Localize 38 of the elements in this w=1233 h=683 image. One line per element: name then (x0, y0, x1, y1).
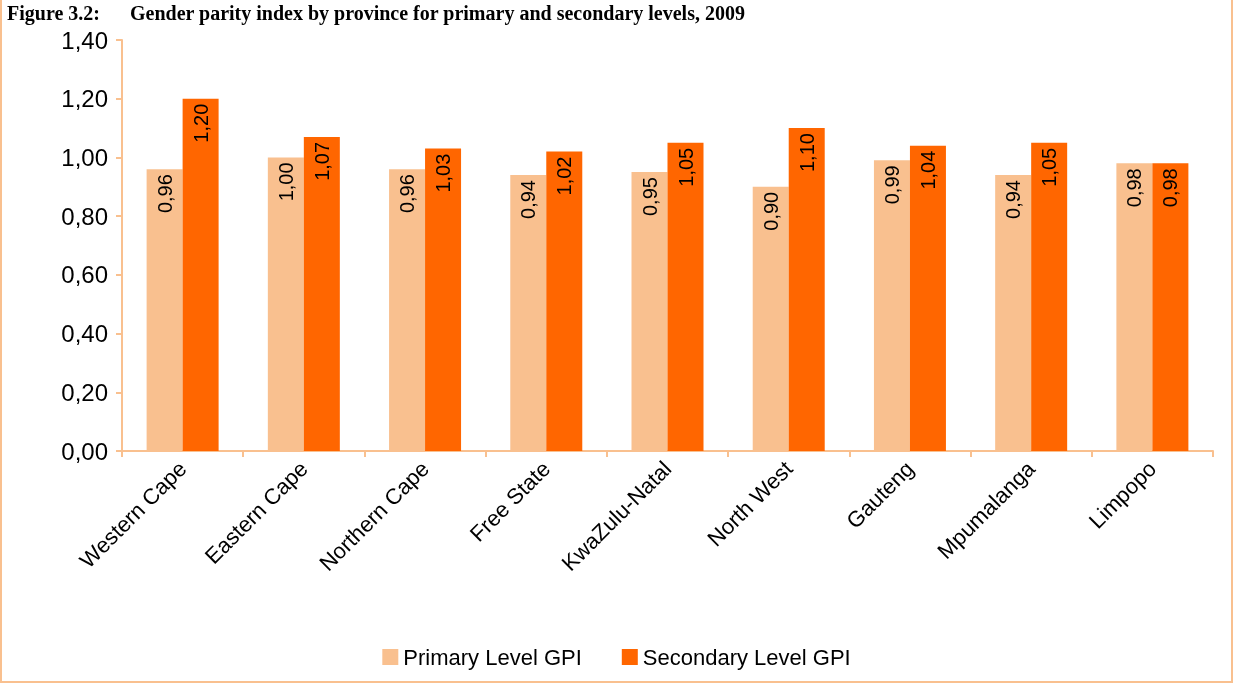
bar (1152, 163, 1189, 451)
legend-label: Secondary Level GPI (642, 644, 851, 670)
bar (303, 136, 340, 451)
data-label: 0,96 (153, 174, 176, 214)
data-label: 1,03 (432, 153, 455, 193)
bar (788, 128, 825, 451)
y-tick-label: 0,20 (61, 378, 108, 406)
data-label: 0,99 (880, 165, 903, 205)
y-tick-label: 1,20 (61, 85, 108, 113)
legend-label: Primary Level GPI (403, 644, 582, 670)
y-tick-label: 0,80 (61, 202, 108, 230)
data-label: 0,96 (396, 174, 419, 214)
data-label: 1,04 (916, 150, 939, 190)
y-tick-label: 0,40 (61, 320, 108, 348)
data-label: 1,20 (189, 103, 212, 143)
data-label: 0,94 (1002, 180, 1025, 219)
data-label: 1,07 (310, 141, 333, 181)
data-label: 1,02 (553, 156, 576, 196)
y-tick-label: 1,00 (61, 143, 108, 171)
data-label: 0,90 (759, 191, 782, 231)
chart-title: Figure 3.2: Gender parity index by province for primary and secondary levels, 2009 (7, 2, 745, 25)
data-label: 1,10 (795, 133, 818, 173)
bar (667, 142, 704, 451)
data-label: 0,94 (517, 180, 540, 219)
bar (909, 145, 946, 451)
bar (546, 151, 583, 451)
bar (425, 148, 462, 451)
data-label: 0,98 (1123, 168, 1146, 208)
data-label: 1,00 (274, 162, 297, 202)
data-label: 1,05 (1038, 147, 1061, 187)
data-label: 1,05 (674, 147, 697, 187)
y-tick-label: 1,40 (61, 26, 108, 54)
y-tick-label: 0,60 (61, 261, 108, 289)
data-label: 0,95 (638, 177, 661, 217)
bar (182, 98, 219, 451)
data-label: 0,98 (1159, 168, 1182, 208)
bar (1031, 142, 1068, 451)
y-tick-label: 0,00 (61, 437, 108, 465)
